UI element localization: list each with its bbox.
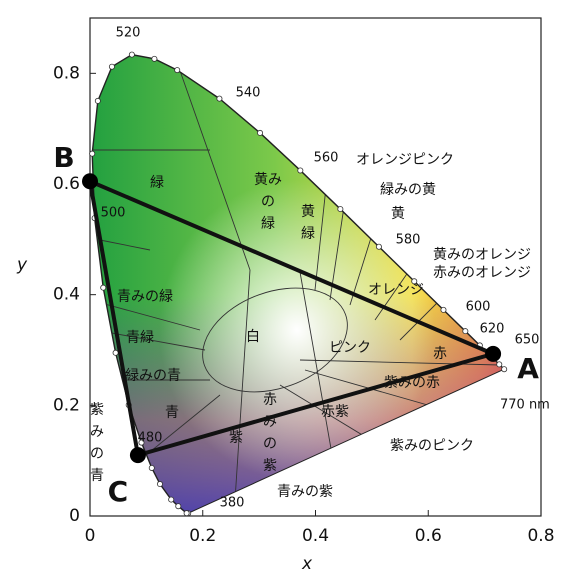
locus-point [257,129,264,136]
locus-point [100,284,107,291]
x-tick-label: 0.8 [527,526,554,546]
locus-point [151,55,158,62]
line-of-purples [187,368,505,514]
locus-point [174,67,181,74]
region-label: 青みの紫 [277,484,333,500]
primary-point [485,345,502,362]
y-tick-label: 0.2 [53,395,80,415]
primary-point [82,173,98,190]
region-label: 緑 [261,216,275,232]
locus-point [183,510,190,517]
locus-point [108,63,115,70]
x-axis-label: x [301,554,313,574]
y-tick-label: 0.8 [53,63,80,83]
region-label: 緑 [301,226,315,242]
locus-point [168,496,175,503]
locus-point [297,167,304,174]
locus-point [375,243,382,250]
region-label: 赤みのオレンジ [433,265,531,281]
region-label: 緑みの黄 [380,181,436,198]
region-label: 紫 [263,458,277,474]
region-label: の [90,446,104,462]
wavelength-label: 770 nm [500,398,550,413]
region-label: 黄み [254,171,282,188]
wavelength-label: 620 [480,322,505,337]
locus-point [138,439,145,446]
region-label: 赤 [433,346,447,362]
locus-point [89,150,96,157]
region-label: 黄 [391,205,405,222]
locus-point [337,206,344,213]
region-label: 赤 [263,392,277,408]
wavelength-label: 500 [101,206,126,221]
region-label: 紫 [229,430,243,446]
region-label: 紫 [90,402,104,418]
locus-point [501,366,508,373]
wavelength-label: 520 [116,26,141,41]
x-tick-label: 0.4 [302,526,329,546]
region-label: 青 [165,405,179,421]
wavelength-label: 650 [515,333,540,348]
region-label: の [261,194,275,210]
region-label: 赤紫 [321,404,349,420]
y-tick-label: 0 [69,506,80,526]
region-label: オレンジ [368,282,424,298]
x-tick-label: 0.6 [415,526,442,546]
wavelength-label: 380 [220,496,245,511]
locus-point [128,51,135,58]
region-label: 黄みのオレンジ [433,246,531,263]
wavelength-label: 560 [314,151,339,166]
locus-point [94,97,101,104]
locus-point [112,349,119,356]
primary-label: A [517,352,539,385]
x-tick-label: 0 [85,526,96,546]
region-label: 緑みの青 [125,368,181,384]
locus-point [411,278,418,285]
locus-point [216,95,223,102]
y-tick-label: 0.6 [53,174,80,194]
primary-label: B [53,141,74,174]
locus-point [462,328,469,335]
wavelength-label: 480 [138,431,163,446]
locus-point [496,361,503,368]
region-label: の [263,436,277,452]
gamut-triangle [87,177,500,458]
region-label: み [90,424,104,440]
wavelength-label: 580 [396,233,421,248]
locus-point [148,464,155,471]
wavelength-label: 540 [236,86,261,101]
region-label: 青 [90,468,104,484]
wavelength-label: 600 [466,300,491,315]
spectral-locus [91,53,505,514]
region-label: オレンジピンク [356,152,454,168]
y-axis-label: y [16,255,28,275]
y-tick-label: 0.4 [53,285,80,305]
region-label: 青緑 [126,330,154,346]
primary-label: C [108,475,129,508]
region-label: 紫みのピンク [390,438,474,454]
region-label: 緑 [150,175,164,191]
locus-point [156,481,163,488]
region-label: 青みの緑 [117,289,173,305]
region-boundaries [92,64,501,501]
primary-point [129,447,146,464]
region-label: 白 [246,329,260,345]
locus-point [440,306,447,313]
region-label: 黄 [301,203,315,220]
x-tick-label: 0.2 [189,526,216,546]
region-label: ピンク [329,340,371,356]
locus-point [175,503,182,510]
